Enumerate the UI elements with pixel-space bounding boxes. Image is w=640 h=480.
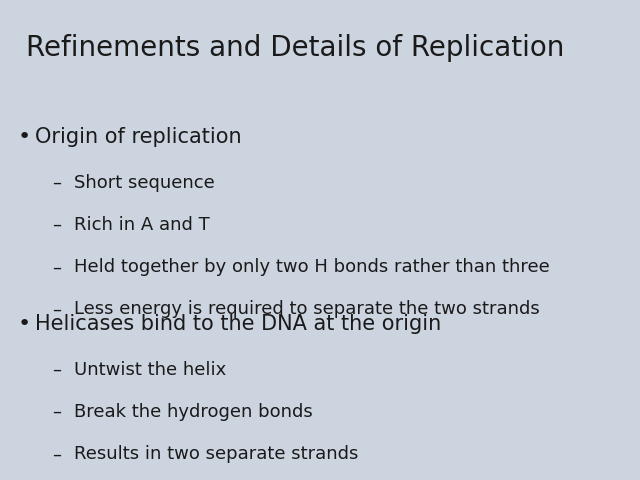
- Text: Rich in A and T: Rich in A and T: [74, 216, 209, 234]
- Text: Refinements and Details of Replication: Refinements and Details of Replication: [26, 34, 564, 61]
- Text: Results in two separate strands: Results in two separate strands: [74, 445, 358, 464]
- Text: Held together by only two H bonds rather than three: Held together by only two H bonds rather…: [74, 258, 549, 276]
- Text: Break the hydrogen bonds: Break the hydrogen bonds: [74, 403, 312, 421]
- Text: –: –: [52, 174, 61, 192]
- Text: Less energy is required to separate the two strands: Less energy is required to separate the …: [74, 300, 540, 319]
- Text: Short sequence: Short sequence: [74, 174, 214, 192]
- Text: –: –: [52, 258, 61, 276]
- Text: •: •: [18, 314, 31, 335]
- Text: Helicases bind to the DNA at the origin: Helicases bind to the DNA at the origin: [35, 314, 442, 335]
- Text: •: •: [18, 127, 31, 147]
- Text: –: –: [52, 300, 61, 319]
- Text: –: –: [52, 403, 61, 421]
- Text: –: –: [52, 361, 61, 379]
- Text: Origin of replication: Origin of replication: [35, 127, 242, 147]
- Text: –: –: [52, 445, 61, 464]
- Text: –: –: [52, 216, 61, 234]
- Text: Untwist the helix: Untwist the helix: [74, 361, 226, 379]
